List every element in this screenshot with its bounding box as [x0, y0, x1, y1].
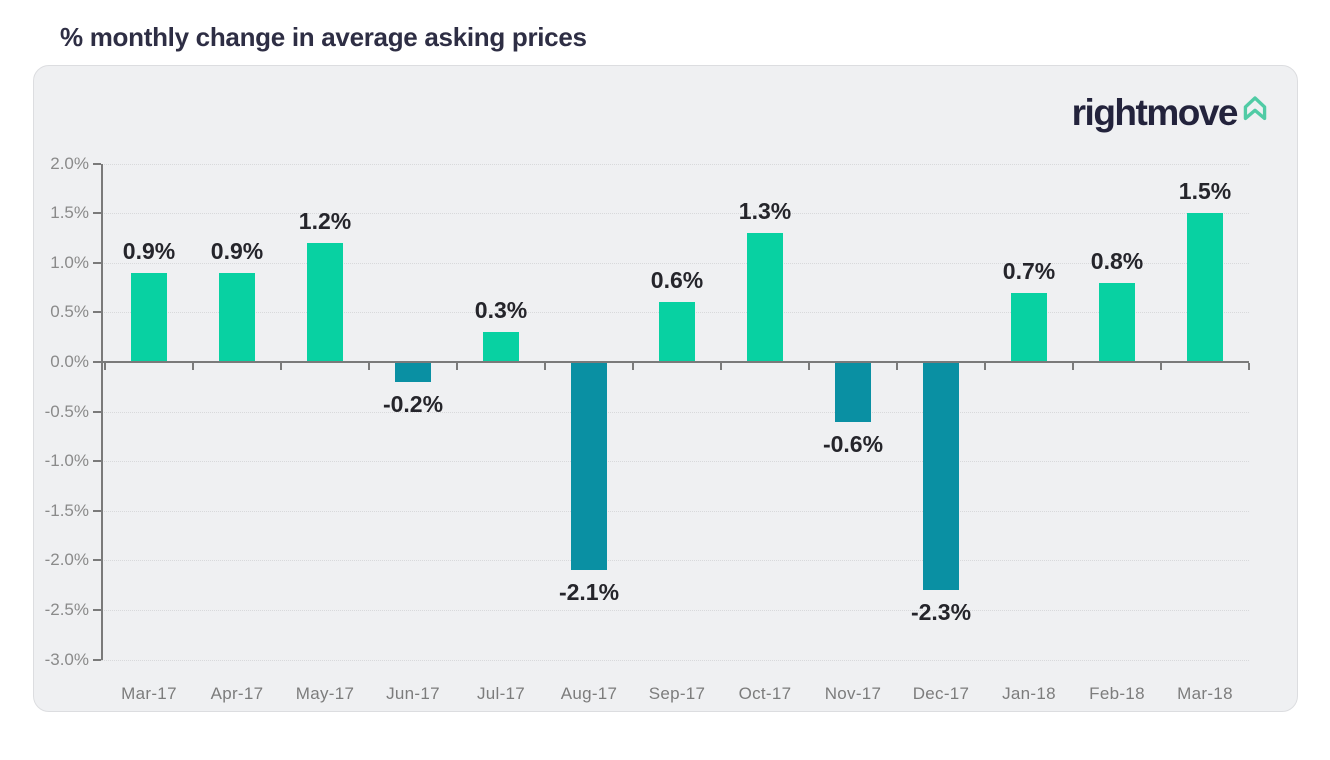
x-axis-tick — [104, 363, 106, 370]
y-tick-label: 0.0% — [50, 352, 89, 371]
gridline — [101, 461, 1249, 463]
x-axis-tick — [368, 363, 370, 370]
bar-value-label: 0.3% — [474, 297, 528, 324]
y-tick-label: 0.5% — [50, 302, 89, 322]
gridline — [101, 213, 1249, 215]
plot-area: 2.0% 1.5% 1.0% 0.5% 0.0% -0.5% -1.0% -1.5% -2.0%… — [34, 66, 1297, 711]
bar — [1011, 292, 1047, 362]
bar-value-label: 0.7% — [1002, 257, 1056, 284]
x-axis-zero-line — [101, 361, 1249, 363]
y-tick-label: 2.0% — [50, 153, 89, 173]
x-axis-tick — [1072, 363, 1074, 370]
gridline — [101, 659, 1249, 661]
x-axis-tick — [1160, 363, 1162, 370]
x-axis-tick — [896, 363, 898, 370]
x-tick-label: Jun-17 — [386, 684, 440, 703]
y-tick-label: -3.0% — [44, 649, 89, 669]
y-axis-tick — [93, 162, 101, 165]
bar — [835, 362, 871, 422]
y-axis-tick — [93, 361, 101, 363]
x-tick-label: Jul-17 — [476, 684, 526, 703]
x-tick-label: Aug-17 — [560, 684, 618, 703]
y-axis-tick — [93, 609, 101, 611]
y-tick-label: -0.5% — [44, 401, 89, 421]
x-tick-label: Apr-17 — [210, 684, 264, 703]
bar-value-label: 0.9% — [122, 237, 176, 264]
x-axis-tick — [544, 363, 546, 370]
bar-value-label: -0.6% — [822, 430, 884, 457]
x-tick-label: Dec-17 — [912, 684, 970, 703]
bar — [483, 332, 519, 362]
gridline — [101, 560, 1249, 562]
page-title: % monthly change in average asking price… — [60, 22, 587, 52]
bar — [923, 362, 959, 591]
bar-value-label: 1.2% — [298, 207, 352, 234]
x-tick-label: Sep-17 — [648, 684, 706, 703]
y-axis-tick — [93, 460, 101, 463]
x-tick-label: Jan-18 — [1002, 684, 1056, 703]
gridline — [101, 163, 1249, 165]
x-axis-tick — [720, 363, 722, 370]
y-tick-label: -1.5% — [44, 500, 89, 520]
gridline — [101, 411, 1249, 413]
y-axis-tick — [93, 311, 101, 314]
y-axis-tick — [93, 509, 101, 512]
y-tick-label: -2.5% — [44, 600, 89, 619]
gridline — [101, 510, 1249, 512]
bar — [659, 302, 695, 362]
bar — [1187, 213, 1223, 362]
y-axis-line — [101, 164, 103, 660]
bar — [131, 272, 167, 362]
gridline — [101, 610, 1249, 611]
x-axis-tick — [456, 363, 458, 370]
rightmove-logo: rightmove — [1072, 92, 1270, 134]
chart-card: 2.0% 1.5% 1.0% 0.5% 0.0% -0.5% -1.0% -1.5% -2.0%… — [33, 65, 1298, 712]
x-tick-label: Mar-17 — [121, 684, 177, 703]
bar — [571, 362, 607, 571]
y-axis-tick — [93, 410, 101, 413]
bar-value-label: 0.6% — [650, 267, 704, 294]
x-tick-label: Nov-17 — [824, 684, 882, 703]
bar — [395, 362, 431, 382]
gridline — [101, 262, 1249, 264]
x-axis-tick — [280, 363, 282, 370]
bar — [307, 242, 343, 362]
bar-value-label: -0.2% — [382, 390, 444, 417]
bar-value-label: 1.5% — [1178, 178, 1232, 205]
bar — [747, 233, 783, 362]
x-tick-label: Feb-18 — [1089, 684, 1145, 703]
y-axis-tick — [93, 658, 101, 661]
x-tick-label: Oct-17 — [738, 684, 792, 703]
bar — [219, 272, 255, 362]
x-axis-tick — [632, 363, 634, 370]
x-axis-tick — [984, 363, 986, 370]
x-axis-tick — [1248, 363, 1250, 370]
y-axis-tick — [93, 212, 101, 215]
bar-value-label: -2.3% — [910, 599, 972, 626]
x-tick-label: Mar-18 — [1177, 684, 1233, 703]
x-axis-tick — [192, 363, 194, 370]
bar — [1099, 282, 1135, 362]
house-outline-icon — [1243, 96, 1267, 121]
y-tick-label: 1.5% — [50, 203, 89, 223]
bar-value-label: 0.9% — [210, 237, 264, 264]
y-tick-label: -1.0% — [44, 451, 89, 471]
bar-value-label: 1.3% — [738, 198, 792, 225]
rightmove-logo-text: rightmove — [1071, 92, 1239, 133]
x-tick-label: May-17 — [295, 684, 355, 703]
y-tick-label: 1.0% — [50, 252, 89, 272]
y-tick-label: -2.0% — [44, 550, 89, 570]
y-axis-tick — [93, 261, 101, 264]
bar-value-label: 0.8% — [1090, 247, 1144, 274]
x-axis-tick — [808, 363, 810, 370]
bar-value-label: -2.1% — [558, 579, 620, 606]
y-axis-tick — [93, 559, 101, 562]
